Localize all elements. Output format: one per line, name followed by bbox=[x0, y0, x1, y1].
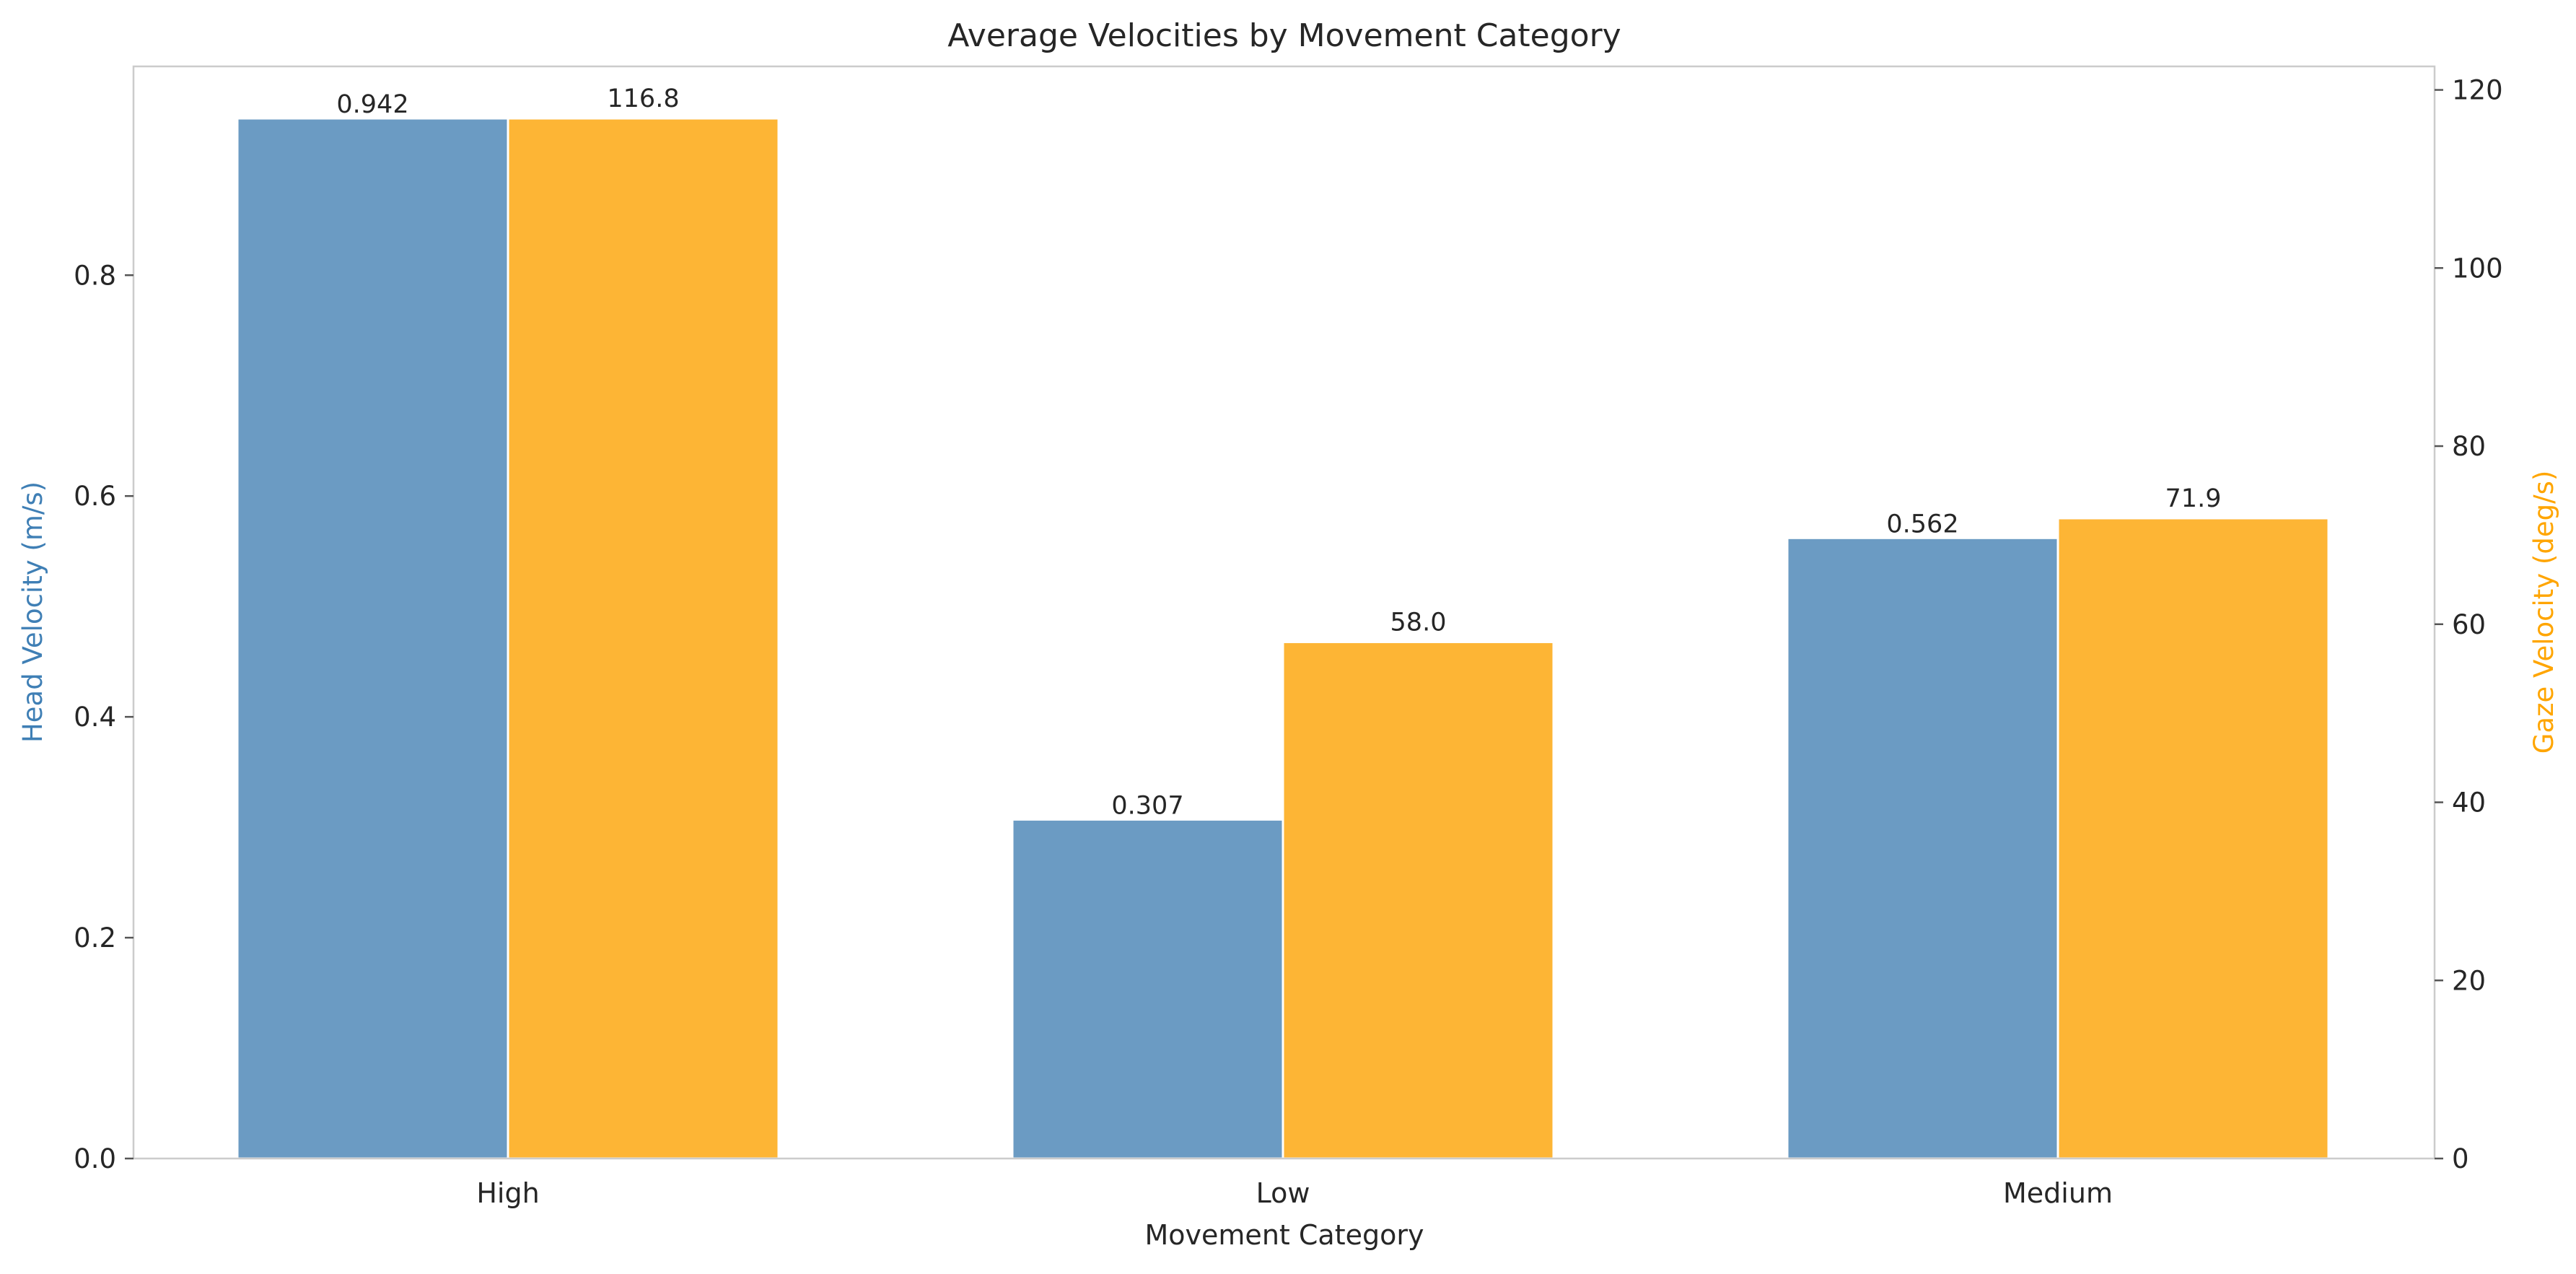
right-tick-label: 40 bbox=[2452, 787, 2486, 819]
bar-medium-head bbox=[1786, 536, 2059, 1160]
bars-group bbox=[236, 117, 2330, 1160]
x-axis-ticks: High Low Medium bbox=[476, 1177, 2113, 1209]
bar-value-label: 0.307 bbox=[1111, 791, 1183, 820]
bar-labels-group: 0.942 116.8 0.307 58.0 0.562 71.9 bbox=[336, 84, 2221, 820]
plot-frame bbox=[132, 65, 2436, 1160]
bar-high-head bbox=[236, 117, 509, 1160]
right-tick-label: 100 bbox=[2452, 253, 2503, 284]
x-axis-label: Movement Category bbox=[1145, 1219, 1424, 1251]
right-tick-label: 120 bbox=[2452, 75, 2503, 106]
right-tick-label: 80 bbox=[2452, 431, 2486, 462]
bar-medium-gaze bbox=[2056, 517, 2330, 1160]
bar-value-label: 71.9 bbox=[2165, 484, 2222, 513]
x-tick-label: Medium bbox=[2003, 1177, 2113, 1209]
bar-value-label: 58.0 bbox=[1390, 608, 1447, 637]
bar-low-gaze bbox=[1282, 640, 1555, 1160]
y-right-axis-label: Gaze Velocity (deg/s) bbox=[2528, 471, 2559, 754]
x-tick-label: High bbox=[476, 1177, 539, 1209]
left-tick-label: 0.2 bbox=[74, 922, 116, 954]
right-tick-label: 60 bbox=[2452, 609, 2486, 640]
x-tick-label: Low bbox=[1256, 1177, 1310, 1209]
left-tick-label: 0.8 bbox=[74, 260, 116, 291]
bar-high-gaze bbox=[507, 117, 780, 1160]
bar-value-label: 0.562 bbox=[1886, 510, 1958, 538]
left-tick-label: 0.6 bbox=[74, 481, 116, 512]
bar-value-label: 116.8 bbox=[607, 84, 679, 113]
right-tick-label: 0 bbox=[2452, 1143, 2469, 1174]
right-tick-label: 20 bbox=[2452, 965, 2486, 996]
left-axis-ticks: 0.0 0.2 0.4 0.6 0.8 bbox=[74, 260, 133, 1174]
bar-value-label: 0.942 bbox=[336, 90, 408, 119]
left-tick-label: 0.0 bbox=[74, 1143, 116, 1174]
left-tick-label: 0.4 bbox=[74, 702, 116, 733]
right-axis-ticks: 0 20 40 60 80 100 120 bbox=[2435, 75, 2503, 1174]
y-left-axis-label: Head Velocity (m/s) bbox=[17, 481, 48, 743]
bar-low-head bbox=[1011, 818, 1284, 1160]
chart-title: Average Velocities by Movement Category bbox=[947, 17, 1621, 54]
